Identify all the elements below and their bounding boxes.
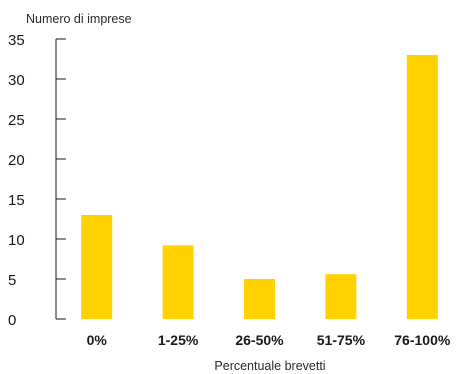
x-axis-title: Percentuale brevetti: [214, 359, 325, 373]
x-tick-label: 51-75%: [317, 332, 366, 348]
y-tick-label: 35: [8, 32, 25, 49]
bar-1: [81, 215, 113, 319]
bar-3: [244, 279, 275, 319]
x-tick-label: 0%: [87, 332, 108, 348]
bar-5: [406, 55, 438, 319]
x-tick-label: 76-100%: [394, 332, 451, 348]
bars-group: [81, 55, 438, 319]
y-tick-label: 15: [8, 192, 25, 209]
bar-4: [325, 274, 357, 319]
y-axis-title: Numero di imprese: [26, 12, 132, 26]
y-tick-label: 20: [8, 152, 25, 169]
y-tick-label: 5: [8, 272, 16, 289]
y-tick-label: 10: [8, 232, 25, 249]
y-tick-label: 30: [8, 72, 25, 89]
y-tick-label: 25: [8, 112, 25, 129]
y-tick-label: 0: [8, 312, 16, 329]
bar-2: [162, 245, 194, 319]
x-tick-label: 26-50%: [235, 332, 284, 348]
x-tick-label: 1-25%: [158, 332, 199, 348]
x-axis: 0% 1-25% 26-50% 51-75% 76-100%: [87, 332, 451, 348]
y-axis: 0 5 10 15 20 25 30 35: [8, 32, 66, 329]
